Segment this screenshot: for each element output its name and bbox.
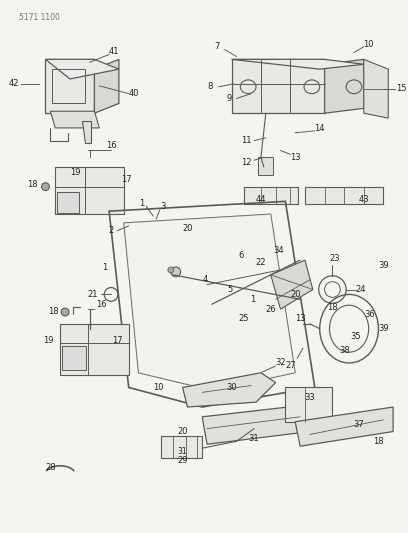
Text: 36: 36 [364,310,375,319]
Text: 20: 20 [177,427,188,436]
Ellipse shape [168,267,174,273]
Text: 43: 43 [359,195,369,204]
Bar [57,191,79,213]
Text: 2: 2 [109,226,114,235]
Text: 41: 41 [109,47,119,56]
Text: 35: 35 [350,332,361,341]
Text: 19: 19 [43,336,53,345]
Text: 28: 28 [45,463,55,472]
Text: 5171 1100: 5171 1100 [19,13,60,22]
Bar [161,437,202,458]
Text: 18: 18 [327,303,338,312]
Polygon shape [232,59,325,113]
Text: 16: 16 [96,300,106,309]
Text: 7: 7 [214,42,220,51]
Polygon shape [94,59,119,113]
Bar [55,167,124,214]
Bar [258,157,273,175]
Polygon shape [202,405,310,445]
Text: 12: 12 [241,158,251,167]
Text: 39: 39 [378,324,389,333]
Text: 8: 8 [207,82,213,91]
Text: 3: 3 [160,202,166,211]
Text: 33: 33 [304,393,315,402]
Polygon shape [82,121,91,143]
Text: 19: 19 [71,168,81,177]
Text: 24: 24 [356,285,366,294]
Ellipse shape [61,308,69,316]
Text: 26: 26 [266,304,276,313]
Polygon shape [325,59,364,113]
Text: 40: 40 [129,89,139,98]
Bar [305,187,384,204]
Text: 22: 22 [256,257,266,266]
Ellipse shape [171,267,181,277]
Bar [60,324,129,375]
Text: 10: 10 [364,40,374,49]
Polygon shape [182,373,276,407]
Text: 1: 1 [251,295,256,304]
Text: 6: 6 [239,251,244,260]
Text: 20: 20 [290,290,300,299]
Text: 38: 38 [339,346,350,355]
Polygon shape [50,111,99,128]
Text: 9: 9 [227,94,232,103]
Text: 14: 14 [315,124,325,133]
Text: 32: 32 [275,359,286,367]
Text: 17: 17 [122,175,132,184]
Text: 39: 39 [378,261,389,270]
Text: 23: 23 [329,254,340,263]
Text: 27: 27 [285,361,296,370]
Text: 18: 18 [27,180,38,189]
Text: 15: 15 [396,84,407,93]
Text: 5: 5 [227,285,232,294]
Text: 18: 18 [373,437,384,446]
Ellipse shape [42,183,49,191]
Text: 17: 17 [112,336,122,345]
Text: 11: 11 [241,136,251,145]
Bar [244,187,298,204]
Text: 13: 13 [290,153,301,162]
Text: 31: 31 [178,447,187,456]
Bar [62,346,86,370]
Text: 16: 16 [106,141,116,150]
Text: 29: 29 [177,456,188,465]
Text: 13: 13 [295,314,306,324]
Text: 30: 30 [226,383,237,392]
Text: 10: 10 [153,383,163,392]
Text: 1: 1 [139,199,144,208]
Text: 42: 42 [9,79,19,88]
Text: 44: 44 [256,195,266,204]
Bar [286,387,333,422]
Polygon shape [45,59,94,113]
Polygon shape [364,59,388,118]
Text: 37: 37 [353,420,364,429]
Bar [52,69,84,103]
Text: 4: 4 [202,275,208,284]
Polygon shape [124,214,295,390]
Polygon shape [295,407,393,446]
Text: 1: 1 [102,263,107,272]
Text: 21: 21 [87,290,98,299]
Polygon shape [271,260,313,309]
Polygon shape [232,59,364,69]
Text: 34: 34 [273,246,284,255]
Text: 20: 20 [182,224,193,233]
Polygon shape [45,59,119,79]
Text: 31: 31 [249,434,259,443]
Text: 25: 25 [238,314,248,324]
Text: 18: 18 [48,306,59,316]
